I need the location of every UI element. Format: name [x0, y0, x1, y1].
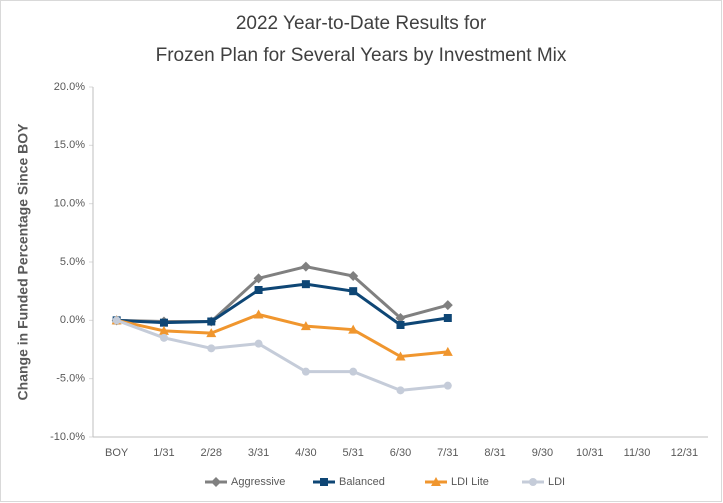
marker	[300, 321, 311, 331]
marker	[253, 309, 264, 319]
marker	[159, 333, 168, 342]
marker	[442, 300, 453, 311]
marker	[254, 286, 263, 294]
legend-label: LDI	[548, 476, 565, 488]
x-tick-label: 8/31	[484, 447, 505, 459]
x-tick-label: 9/30	[532, 447, 553, 459]
marker	[320, 478, 328, 486]
x-tick-label: 2/28	[201, 447, 222, 459]
x-tick-label: 10/31	[576, 447, 604, 459]
marker	[253, 273, 264, 284]
chart-subtitle: Frozen Plan for Several Years by Investm…	[156, 45, 567, 66]
y-tick-label: 10.0%	[54, 198, 85, 210]
marker	[112, 316, 121, 325]
marker	[207, 344, 216, 353]
x-tick-label: 6/30	[390, 447, 411, 459]
y-tick-label: -5.0%	[56, 373, 85, 385]
marker	[529, 478, 537, 486]
marker	[159, 318, 168, 327]
marker	[301, 367, 310, 376]
marker	[348, 324, 359, 334]
x-tick-label: 4/30	[295, 447, 316, 459]
x-tick-label: 7/31	[437, 447, 458, 459]
x-tick-label: 1/31	[153, 447, 174, 459]
y-tick-label: -10.0%	[50, 431, 85, 443]
marker	[348, 271, 359, 281]
y-tick-label: 15.0%	[54, 139, 85, 151]
y-tick-label: 5.0%	[60, 256, 85, 268]
legend-label: Balanced	[339, 476, 385, 488]
marker	[431, 477, 441, 486]
y-tick-label: 20.0%	[54, 81, 85, 93]
marker	[396, 386, 405, 395]
series-line	[116, 312, 448, 359]
x-tick-label: 5/31	[342, 447, 363, 459]
x-tick-label: BOY	[105, 447, 129, 459]
marker	[442, 346, 453, 356]
legend-label: LDI Lite	[451, 476, 489, 488]
marker	[443, 381, 452, 390]
marker	[158, 325, 169, 335]
y-axis-label: Change in Funded Percentage Since BOY	[15, 123, 31, 401]
marker	[207, 317, 216, 326]
marker	[206, 328, 217, 338]
marker	[254, 339, 263, 348]
marker	[443, 314, 452, 322]
marker	[395, 313, 406, 323]
marker	[396, 321, 405, 329]
marker	[349, 287, 358, 296]
marker	[211, 477, 221, 487]
chart-title: 2022 Year-to-Date Results for	[236, 13, 487, 34]
x-tick-label: 3/31	[248, 447, 269, 459]
marker	[300, 261, 311, 272]
series-line	[116, 318, 448, 392]
marker	[395, 351, 406, 361]
marker	[301, 280, 310, 289]
legend-label: Aggressive	[231, 476, 285, 488]
series-line	[116, 282, 449, 327]
x-tick-label: 11/30	[624, 447, 651, 459]
marker	[349, 367, 358, 376]
y-tick-label: 0.0%	[60, 314, 85, 326]
x-tick-label: 12/31	[671, 447, 699, 459]
